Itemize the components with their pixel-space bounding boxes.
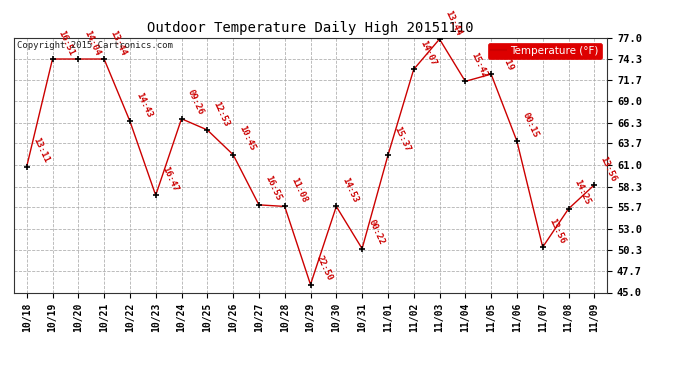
Text: 13:56: 13:56 xyxy=(547,217,566,245)
Text: 14:43: 14:43 xyxy=(134,91,154,119)
Text: 13:44: 13:44 xyxy=(444,9,463,37)
Text: 13:56: 13:56 xyxy=(598,154,618,183)
Text: 11:08: 11:08 xyxy=(289,176,308,204)
Legend: Temperature (°F): Temperature (°F) xyxy=(488,43,602,59)
Text: 13:44: 13:44 xyxy=(108,29,128,57)
Text: 16:51: 16:51 xyxy=(57,29,76,57)
Text: 00:22: 00:22 xyxy=(366,218,386,246)
Text: 14:07: 14:07 xyxy=(418,39,437,67)
Text: 14:04: 14:04 xyxy=(83,29,102,57)
Text: 00:15: 00:15 xyxy=(521,111,540,139)
Text: 14:19: 14:19 xyxy=(495,44,515,72)
Text: 15:37: 15:37 xyxy=(392,125,411,153)
Text: 10:45: 10:45 xyxy=(237,124,257,153)
Text: 14:25: 14:25 xyxy=(573,178,592,207)
Text: 09:26: 09:26 xyxy=(186,88,205,117)
Text: 16:55: 16:55 xyxy=(263,174,283,202)
Text: 16:47: 16:47 xyxy=(160,165,179,193)
Text: 15:42: 15:42 xyxy=(469,51,489,79)
Text: Copyright 2015 Cartronics.com: Copyright 2015 Cartronics.com xyxy=(17,41,172,50)
Title: Outdoor Temperature Daily High 20151110: Outdoor Temperature Daily High 20151110 xyxy=(147,21,474,35)
Text: 12:53: 12:53 xyxy=(211,100,231,128)
Text: 22:50: 22:50 xyxy=(315,254,334,282)
Text: 13:11: 13:11 xyxy=(31,136,50,164)
Text: 14:53: 14:53 xyxy=(340,176,360,204)
